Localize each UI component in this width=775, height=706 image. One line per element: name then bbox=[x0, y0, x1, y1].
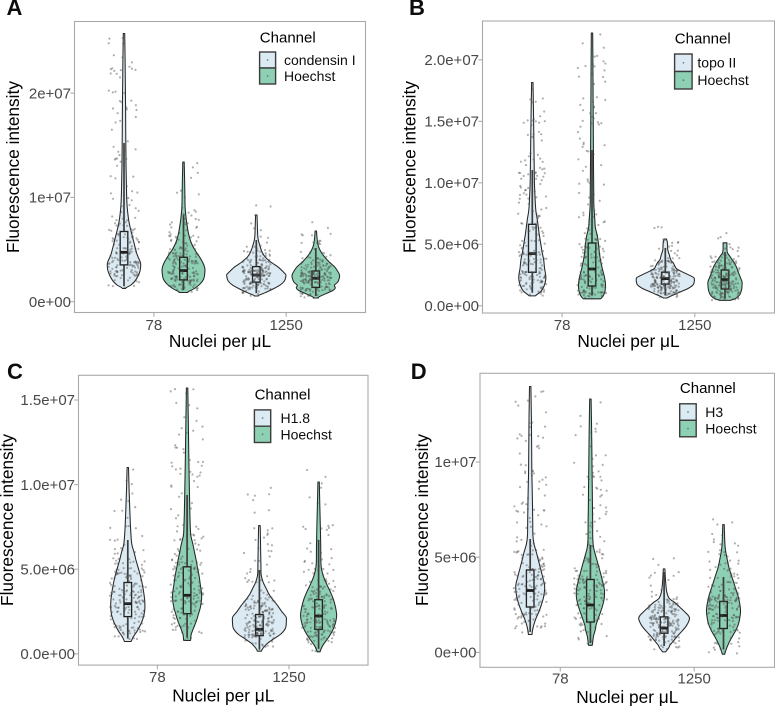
svg-text:78: 78 bbox=[554, 317, 571, 334]
svg-text:H1.8: H1.8 bbox=[281, 410, 311, 426]
svg-text:1250: 1250 bbox=[270, 317, 303, 334]
svg-text:Nuclei per μL: Nuclei per μL bbox=[577, 331, 680, 351]
svg-text:Fluorescence intensity: Fluorescence intensity bbox=[3, 81, 23, 253]
svg-text:Channel: Channel bbox=[680, 380, 736, 397]
svg-text:Hoechst: Hoechst bbox=[705, 420, 756, 436]
svg-text:Channel: Channel bbox=[675, 31, 731, 48]
svg-text:0.0e+00: 0.0e+00 bbox=[20, 646, 75, 663]
svg-text:1e+07: 1e+07 bbox=[29, 190, 71, 207]
svg-text:1e+07: 1e+07 bbox=[434, 454, 476, 471]
svg-text:Hoechst: Hoechst bbox=[284, 68, 335, 84]
svg-text:5.0e+06: 5.0e+06 bbox=[424, 237, 479, 254]
svg-text:1.0e+07: 1.0e+07 bbox=[424, 175, 479, 192]
svg-text:Channel: Channel bbox=[255, 387, 311, 404]
svg-text:Hoechst: Hoechst bbox=[281, 426, 332, 442]
svg-text:78: 78 bbox=[552, 671, 569, 688]
svg-text:5.0e+06: 5.0e+06 bbox=[20, 561, 75, 578]
svg-text:Fluorescence intensity: Fluorescence intensity bbox=[412, 434, 432, 606]
svg-text:2.0e+07: 2.0e+07 bbox=[424, 52, 479, 69]
svg-text:2e+07: 2e+07 bbox=[29, 85, 71, 102]
svg-text:Hoechst: Hoechst bbox=[697, 72, 748, 88]
svg-text:B: B bbox=[409, 0, 425, 20]
svg-text:1.5e+07: 1.5e+07 bbox=[20, 392, 75, 409]
svg-text:Channel: Channel bbox=[260, 30, 316, 47]
svg-text:Fluorescence intensity: Fluorescence intensity bbox=[0, 434, 17, 606]
svg-text:C: C bbox=[7, 359, 23, 384]
svg-text:78: 78 bbox=[149, 669, 166, 686]
svg-text:Nuclei per μL: Nuclei per μL bbox=[169, 331, 272, 351]
svg-text:Nuclei per μL: Nuclei per μL bbox=[576, 687, 679, 706]
svg-text:topo II: topo II bbox=[697, 55, 736, 71]
svg-text:1.0e+07: 1.0e+07 bbox=[20, 477, 75, 494]
svg-text:H3: H3 bbox=[705, 404, 723, 420]
svg-text:5e+06: 5e+06 bbox=[434, 549, 476, 566]
svg-text:78: 78 bbox=[146, 317, 163, 334]
svg-text:1250: 1250 bbox=[678, 317, 711, 334]
svg-text:0e+00: 0e+00 bbox=[29, 294, 71, 311]
svg-text:Fluorescence intensity: Fluorescence intensity bbox=[400, 81, 420, 253]
svg-text:condensin I: condensin I bbox=[284, 52, 356, 68]
svg-text:A: A bbox=[7, 0, 23, 20]
svg-text:1250: 1250 bbox=[678, 671, 711, 688]
svg-text:D: D bbox=[411, 359, 427, 384]
svg-text:1250: 1250 bbox=[272, 669, 305, 686]
svg-text:1.5e+07: 1.5e+07 bbox=[424, 114, 479, 131]
svg-text:Nuclei per μL: Nuclei per μL bbox=[172, 685, 275, 705]
svg-text:0e+00: 0e+00 bbox=[434, 645, 476, 662]
svg-text:0.0e+00: 0.0e+00 bbox=[424, 298, 479, 315]
